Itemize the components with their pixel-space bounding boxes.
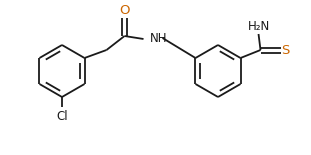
Text: Cl: Cl: [56, 110, 68, 123]
Text: NH: NH: [150, 31, 167, 44]
Text: O: O: [119, 4, 130, 18]
Text: H₂N: H₂N: [247, 20, 270, 33]
Text: S: S: [281, 44, 290, 57]
